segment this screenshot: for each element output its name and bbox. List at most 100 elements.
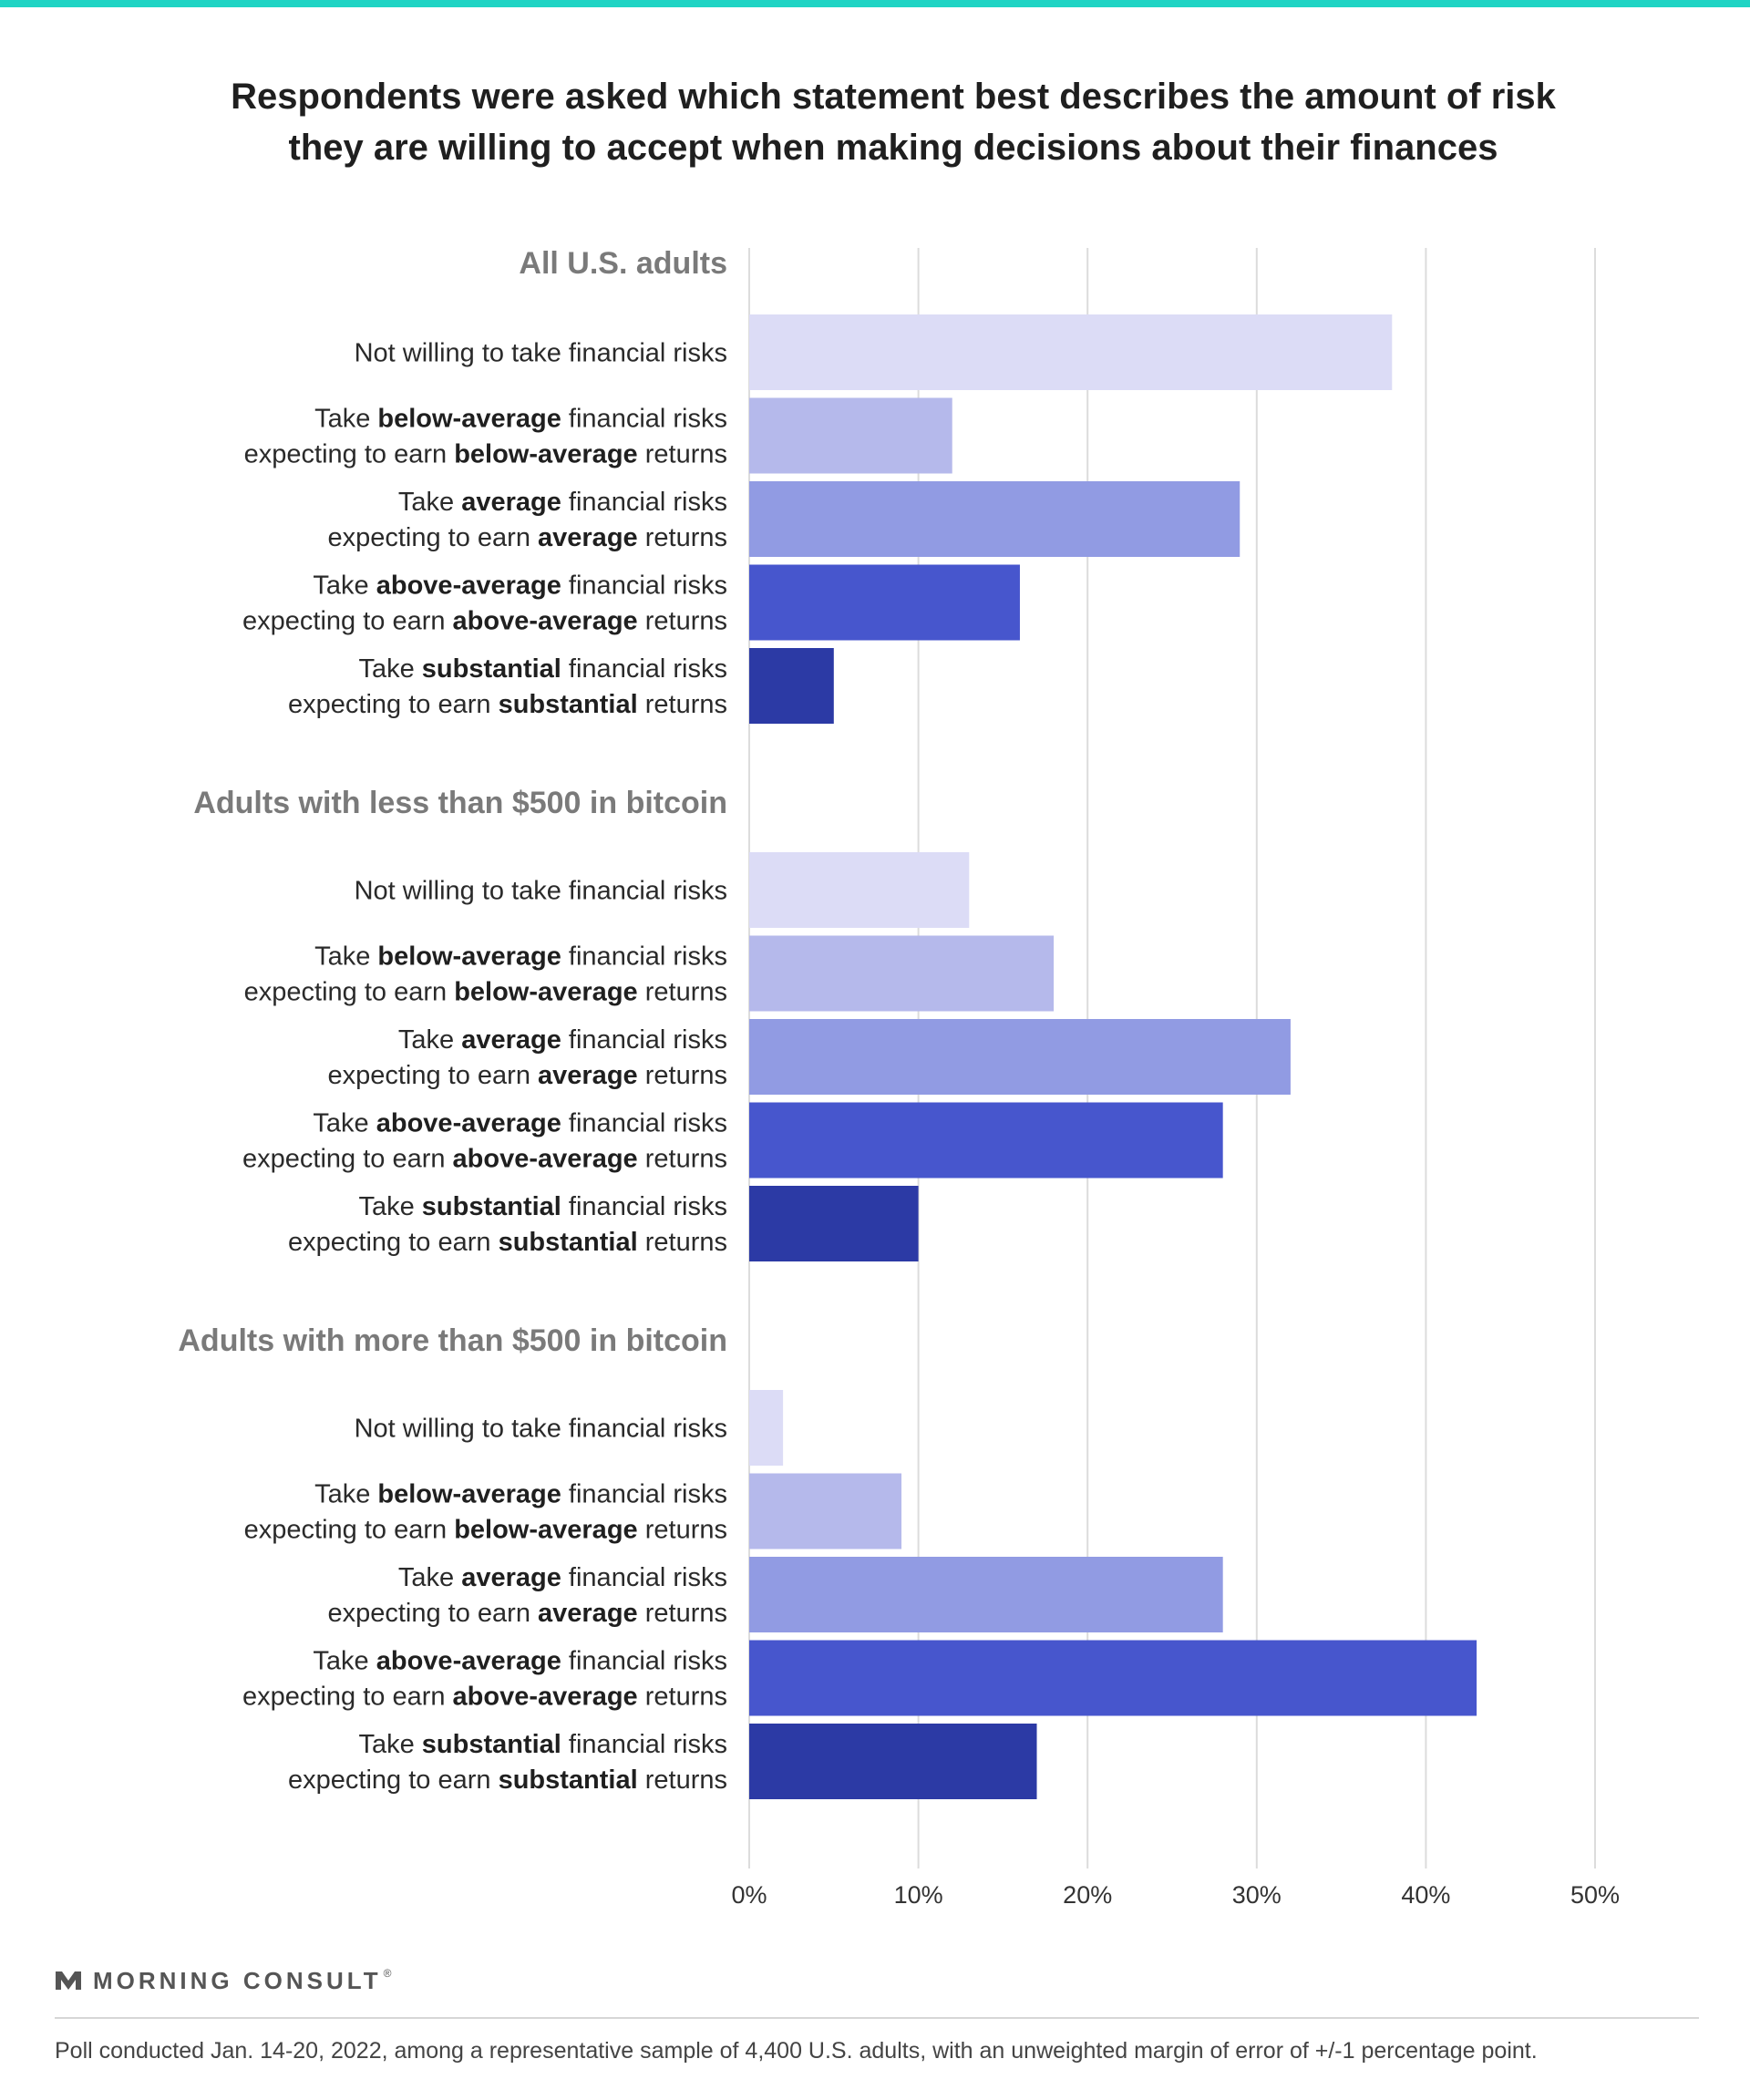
category-label-segment: substantial <box>499 690 638 719</box>
group-label: Adults with less than $500 in bitcoin <box>193 786 727 820</box>
bar <box>749 1640 1477 1716</box>
category-label-segment: returns <box>638 1683 727 1712</box>
category-label-segment: returns <box>638 978 727 1007</box>
category-label-segment: below-average <box>377 1480 561 1509</box>
category-label: Take below-average financial risks expect… <box>244 942 727 1007</box>
category-label-segment: Take <box>398 1025 461 1055</box>
top-accent-bar <box>0 0 1750 7</box>
category-label-segment: expecting to earn <box>242 607 453 636</box>
bar <box>749 397 952 474</box>
x-tick-label: 50% <box>1570 1881 1620 1909</box>
category-label-segment: financial risks <box>561 1647 727 1676</box>
bar <box>749 1019 1291 1095</box>
category-label: Not willing to take financial risks <box>355 339 727 368</box>
category-label-segment: returns <box>638 1516 727 1545</box>
category-label: Not willing to take financial risks <box>355 1415 727 1444</box>
x-tick-label: 40% <box>1401 1881 1450 1909</box>
x-tick-label: 20% <box>1063 1881 1112 1909</box>
footer-divider <box>55 2017 1699 2019</box>
category-label-segment: financial risks <box>561 1109 727 1138</box>
bar <box>749 564 1020 641</box>
category-label-segment: above-average <box>453 1683 638 1712</box>
bar <box>749 1724 1037 1799</box>
category-label-segment: above-average <box>453 607 638 636</box>
brand-registered-mark: ® <box>383 1967 392 1980</box>
category-label-segment: below-average <box>377 942 561 972</box>
category-label-segment: financial risks <box>561 1563 727 1592</box>
category-label-segment: returns <box>638 607 727 636</box>
category-label-segment: expecting to earn <box>327 523 538 552</box>
category-label-segment: expecting to earn <box>288 1765 499 1795</box>
category-label-segment: Take <box>313 571 376 601</box>
category-label-segment: returns <box>638 1061 727 1090</box>
category-label-segment: Take <box>314 942 377 972</box>
bar-chart: All U.S. adults Not willing to take finan… <box>178 246 1620 1909</box>
category-label-segment: financial risks <box>561 488 727 517</box>
chart-title: Respondents were asked which statement b… <box>100 71 1686 173</box>
category-label-segment: below-average <box>454 978 637 1007</box>
group-label: Adults with more than $500 in bitcoin <box>178 1323 727 1358</box>
bar <box>749 314 1393 390</box>
category-label-segment: financial risks <box>561 1480 727 1509</box>
category-label: Take below-average financial risks expect… <box>244 1480 727 1545</box>
bar <box>749 935 1055 1012</box>
category-label-segment: expecting to earn <box>244 1516 455 1545</box>
category-label-segment: average <box>538 523 638 552</box>
category-label-segment: above-average <box>376 1647 561 1676</box>
category-label-segment: financial risks <box>561 1192 727 1221</box>
category-label-segment: expecting to earn <box>244 978 455 1007</box>
category-label: Take above-average financial risks expect… <box>242 1109 727 1174</box>
bars <box>749 314 1477 1799</box>
category-label: Take average financial risks expecting to… <box>327 488 727 552</box>
category-label-segment: average <box>538 1599 638 1628</box>
footnote: Poll conducted Jan. 14-20, 2022, among a… <box>55 2038 1538 2064</box>
bar <box>749 1390 784 1466</box>
category-label-segment: substantial <box>422 1192 561 1221</box>
category-label-segment: returns <box>638 1228 727 1257</box>
category-label-segment: below-average <box>377 405 561 434</box>
chart-title-line-1: Respondents were asked which statement b… <box>231 77 1556 117</box>
category-label-segment: expecting to earn <box>327 1061 538 1090</box>
category-label-segment: substantial <box>499 1765 638 1795</box>
category-label: Not willing to take financial risks <box>355 877 727 906</box>
category-label-segment: average <box>461 1563 561 1592</box>
category-label: Take below-average financial risks expect… <box>244 405 727 469</box>
category-label-segment: substantial <box>422 1730 561 1759</box>
category-label-segment: returns <box>638 1765 727 1795</box>
x-tick-label: 0% <box>731 1881 767 1909</box>
bar <box>749 1473 902 1549</box>
category-label-segment: expecting to earn <box>288 1228 499 1257</box>
category-label-segment: Take <box>313 1647 376 1676</box>
category-label-segment: financial risks <box>561 942 727 972</box>
category-label-segment: Take <box>358 1192 421 1221</box>
category-label-segment: expecting to earn <box>242 1145 453 1174</box>
category-label-segment: returns <box>638 1145 727 1174</box>
category-label-segment: average <box>461 1025 561 1055</box>
category-label-segment: substantial <box>422 654 561 684</box>
category-label-segment: returns <box>638 1599 727 1628</box>
category-label-segment: Take <box>314 405 377 434</box>
category-label-segment: below-average <box>454 440 637 469</box>
category-label-segment: above-average <box>376 1109 561 1138</box>
category-label-segment: Take <box>313 1109 376 1138</box>
x-axis-ticks: 0% 10% 20% 30% 40% 50% <box>731 1881 1620 1909</box>
category-label: Take average financial risks expecting to… <box>327 1563 727 1628</box>
category-label-segment: financial risks <box>561 1025 727 1055</box>
chart-title-line-2: they are willing to accept when making d… <box>288 128 1498 168</box>
category-label: Take substantial financial risks expectin… <box>288 1730 727 1795</box>
bar <box>749 648 834 724</box>
category-label: Take above-average financial risks expect… <box>242 571 727 636</box>
category-label-segment: Take <box>314 1480 377 1509</box>
category-label-segment: returns <box>638 690 727 719</box>
bar <box>749 1557 1223 1632</box>
category-label-segment: Take <box>358 1730 421 1759</box>
category-label: Take average financial risks expecting to… <box>327 1025 727 1090</box>
brand-name: MORNING CONSULT <box>93 1966 382 1994</box>
category-label-segment: expecting to earn <box>327 1599 538 1628</box>
category-label-segment: above-average <box>453 1145 638 1174</box>
category-label-segment: financial risks <box>561 654 727 684</box>
category-label-segment: financial risks <box>561 405 727 434</box>
category-label: Take above-average financial risks expect… <box>242 1647 727 1712</box>
category-label-segment: above-average <box>376 571 561 601</box>
group-label: All U.S. adults <box>519 246 727 281</box>
